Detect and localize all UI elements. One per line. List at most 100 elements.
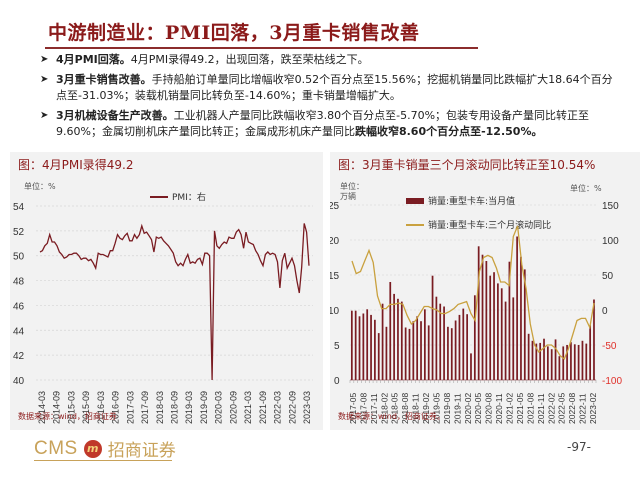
svg-text:2014-09: 2014-09 bbox=[52, 391, 62, 424]
svg-text:10: 10 bbox=[330, 306, 340, 317]
svg-text:-50: -50 bbox=[602, 341, 617, 352]
truck-chart-title: 图：3月重卡销量三个月滚动同比转正至10.54% bbox=[338, 158, 596, 172]
svg-text:2021-03: 2021-03 bbox=[243, 391, 253, 424]
svg-text:2020-03: 2020-03 bbox=[214, 391, 224, 424]
bar-legend-swatch-icon bbox=[406, 197, 424, 204]
svg-text:2022-03: 2022-03 bbox=[273, 391, 283, 424]
svg-text:2023-03: 2023-03 bbox=[302, 391, 312, 424]
svg-text:2020-02: 2020-02 bbox=[463, 393, 473, 424]
bullet-arrow-icon: ➤ bbox=[40, 74, 49, 85]
svg-text:2014-03: 2014-03 bbox=[37, 391, 47, 424]
page-number: -97- bbox=[567, 440, 591, 454]
svg-text:2020-05: 2020-05 bbox=[473, 393, 483, 424]
svg-text:2017-09: 2017-09 bbox=[140, 391, 150, 424]
pmi-legend: PMI：右 bbox=[150, 190, 206, 203]
svg-text:2023-02: 2023-02 bbox=[588, 393, 598, 424]
svg-text:2017-08: 2017-08 bbox=[358, 393, 368, 424]
svg-text:2020-08: 2020-08 bbox=[484, 393, 494, 424]
svg-text:2019-08: 2019-08 bbox=[442, 393, 452, 424]
svg-text:44: 44 bbox=[13, 326, 25, 337]
svg-text:20: 20 bbox=[330, 236, 340, 247]
svg-text:2019-05: 2019-05 bbox=[431, 393, 441, 424]
svg-text:52: 52 bbox=[13, 227, 25, 238]
svg-text:2021-11: 2021-11 bbox=[536, 393, 546, 424]
bullet-item-pmi: ➤ 4月PMI回落。4月PMI录得49.2，出现回落，跌至荣枯线之下。 bbox=[40, 52, 615, 68]
svg-text:2015-09: 2015-09 bbox=[81, 391, 91, 424]
pmi-chart-title: 图：4月PMI录得49.2 bbox=[18, 158, 134, 172]
truck-legend-line: 销量:重型卡车:三个月滚动同比 bbox=[406, 218, 551, 231]
title-divider bbox=[45, 47, 478, 49]
svg-text:2021-09: 2021-09 bbox=[258, 391, 268, 424]
svg-text:2018-05: 2018-05 bbox=[390, 393, 400, 424]
pmi-unit-label: 单位：% bbox=[24, 182, 56, 191]
svg-text:25: 25 bbox=[330, 201, 340, 212]
svg-text:2019-11: 2019-11 bbox=[452, 393, 462, 424]
logo-badge-icon: m bbox=[83, 439, 102, 458]
svg-text:-100: -100 bbox=[602, 376, 622, 387]
pmi-legend-swatch-icon bbox=[150, 195, 168, 198]
svg-text:2019-09: 2019-09 bbox=[199, 391, 209, 424]
bullet-lead: 3月机械设备生产改善。 bbox=[56, 109, 174, 122]
svg-text:2017-05: 2017-05 bbox=[348, 393, 358, 424]
svg-text:50: 50 bbox=[13, 252, 25, 263]
truck-left-unit-line1: 单位： bbox=[340, 182, 364, 191]
svg-text:5: 5 bbox=[334, 341, 340, 352]
truck-legend-bar-label: 销量:重型卡车:当月值 bbox=[428, 197, 516, 207]
svg-text:48: 48 bbox=[13, 277, 25, 288]
bullet-arrow-icon: ➤ bbox=[40, 110, 49, 121]
pmi-chart-panel: 图：4月PMI录得49.2 单位：% PMI：右 40 42 44 46 48 50 52 5… bbox=[10, 152, 323, 430]
truck-left-unit-line2: 万辆 bbox=[340, 192, 356, 201]
bullet-text: 工业机器人产量同比跌幅收窄3.80个百分点至-5.70%；包装专用设备产量同比转… bbox=[56, 109, 590, 138]
logo-cn-text: 招商证券 bbox=[107, 441, 176, 461]
pmi-source-note: 数据来源：wind，招商证券 bbox=[18, 412, 117, 421]
truck-combo-chart: 0 5 10 15 20 25 -100 -50 0 50 100 150 2017-05 2017-08… bbox=[330, 201, 622, 424]
truck-legend-line-label: 销量:重型卡车:三个月滚动同比 bbox=[428, 221, 552, 231]
bullet-lead: 4月PMI回落。 bbox=[56, 53, 131, 66]
svg-text:2022-09: 2022-09 bbox=[287, 391, 297, 424]
logo-text: CMS bbox=[34, 437, 78, 459]
svg-text:2021-02: 2021-02 bbox=[505, 393, 515, 424]
svg-text:2015-03: 2015-03 bbox=[66, 391, 76, 424]
svg-text:2022-05: 2022-05 bbox=[557, 393, 567, 424]
svg-text:2022-08: 2022-08 bbox=[567, 393, 577, 424]
svg-text:40: 40 bbox=[13, 376, 25, 387]
bullet-list: ➤ 4月PMI回落。4月PMI录得49.2，出现回落，跌至荣枯线之下。 ➤ 3月… bbox=[40, 52, 615, 144]
truck-legend-bar: 销量:重型卡车:当月值 bbox=[406, 194, 515, 207]
svg-text:2018-02: 2018-02 bbox=[379, 393, 389, 424]
bullet-item-heavy-truck: ➤ 3月重卡销售改善。手持船舶订单量同比增幅收窄0.52个百分点至15.56%；… bbox=[40, 72, 615, 104]
page-title: 中游制造业：PMI回落，3月重卡销售改善 bbox=[48, 22, 420, 44]
line-legend-swatch-icon bbox=[406, 223, 424, 226]
svg-text:42: 42 bbox=[13, 351, 25, 362]
svg-text:2020-11: 2020-11 bbox=[494, 393, 504, 424]
cms-logo: CMS m 招商证券 bbox=[34, 436, 176, 462]
svg-text:2016-09: 2016-09 bbox=[111, 391, 121, 424]
truck-right-unit-label: 单位：% bbox=[570, 184, 602, 193]
svg-text:2019-03: 2019-03 bbox=[184, 391, 194, 424]
svg-text:2021-08: 2021-08 bbox=[525, 393, 535, 424]
pmi-legend-label: PMI：右 bbox=[172, 193, 206, 203]
bullet-text: 4月PMI录得49.2，出现回落，跌至荣枯线之下。 bbox=[130, 53, 369, 66]
svg-text:2017-03: 2017-03 bbox=[125, 391, 135, 424]
svg-text:0: 0 bbox=[334, 376, 340, 387]
svg-text:50: 50 bbox=[602, 271, 614, 282]
pmi-line-chart: 40 42 44 46 48 50 52 54 2014-03 2014-09 2015-03 201… bbox=[13, 202, 313, 424]
svg-text:2018-03: 2018-03 bbox=[155, 391, 165, 424]
bullet-item-machinery: ➤ 3月机械设备生产改善。工业机器人产量同比跌幅收窄3.80个百分点至-5.70… bbox=[40, 108, 615, 140]
truck-left-unit-label: 单位： 万辆 bbox=[340, 182, 364, 202]
svg-text:2018-11: 2018-11 bbox=[411, 393, 421, 424]
svg-text:2022-11: 2022-11 bbox=[578, 393, 588, 424]
svg-text:2016-03: 2016-03 bbox=[96, 391, 106, 424]
svg-text:2018-08: 2018-08 bbox=[400, 393, 410, 424]
svg-text:2018-09: 2018-09 bbox=[170, 391, 180, 424]
svg-text:2022-02: 2022-02 bbox=[546, 393, 556, 424]
bullet-bold-tail: 跌幅收窄8.60个百分点至-12.50%。 bbox=[354, 125, 543, 138]
svg-text:100: 100 bbox=[602, 236, 619, 247]
svg-text:150: 150 bbox=[602, 201, 619, 212]
truck-source-note: 数据来源：wind，招商证券。 bbox=[338, 412, 445, 421]
svg-text:15: 15 bbox=[330, 271, 340, 282]
svg-text:2019-02: 2019-02 bbox=[421, 393, 431, 424]
svg-text:2020-09: 2020-09 bbox=[228, 391, 238, 424]
svg-text:0: 0 bbox=[602, 306, 608, 317]
logo-underline bbox=[34, 460, 172, 461]
bullet-arrow-icon: ➤ bbox=[40, 54, 49, 65]
